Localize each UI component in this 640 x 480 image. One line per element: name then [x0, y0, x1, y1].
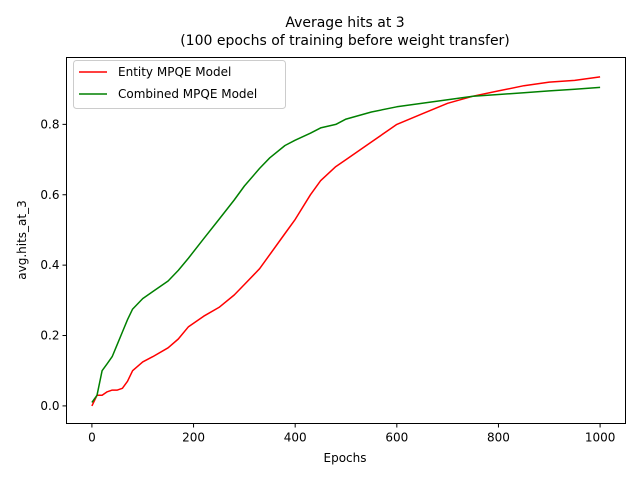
series-line-combined [91, 86, 601, 403]
legend-label-combined: Combined MPQE Model [118, 87, 257, 101]
x-axis-ticks: 0 200 400 600 800 1000 [88, 423, 616, 445]
y-tick-label: 0.8 [40, 117, 59, 131]
legend: Entity MPQE Model Combined MPQE Model [73, 60, 286, 109]
x-tick-label: 600 [385, 431, 408, 445]
x-tick-label: 400 [284, 431, 307, 445]
x-axis-label: Epochs [324, 451, 367, 465]
y-tick-label: 0.2 [40, 329, 59, 343]
plot-frame [66, 57, 626, 424]
y-tick-label: 0.6 [40, 188, 59, 202]
legend-box [73, 60, 286, 109]
chart-title: Average hits at 3 [285, 15, 404, 31]
y-axis-ticks: 0.0 0.2 0.4 0.6 0.8 [40, 117, 67, 413]
x-tick-label: 1000 [585, 431, 616, 445]
x-tick-label: 0 [88, 431, 96, 445]
y-tick-label: 0.4 [40, 258, 59, 272]
x-tick-label: 800 [487, 431, 510, 445]
legend-label-entity: Entity MPQE Model [118, 65, 231, 79]
y-tick-label: 0.0 [40, 399, 59, 413]
x-tick-label: 200 [182, 431, 205, 445]
series-line-entity [91, 76, 601, 407]
plot-area [91, 76, 601, 407]
y-axis-label: avg.hits_at_3 [15, 200, 29, 279]
chart-subtitle: (100 epochs of training before weight tr… [180, 33, 510, 49]
